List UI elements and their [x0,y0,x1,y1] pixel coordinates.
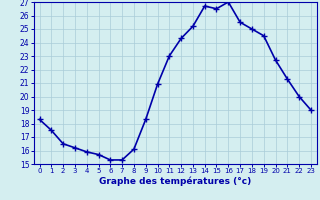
X-axis label: Graphe des températures (°c): Graphe des températures (°c) [99,177,251,186]
